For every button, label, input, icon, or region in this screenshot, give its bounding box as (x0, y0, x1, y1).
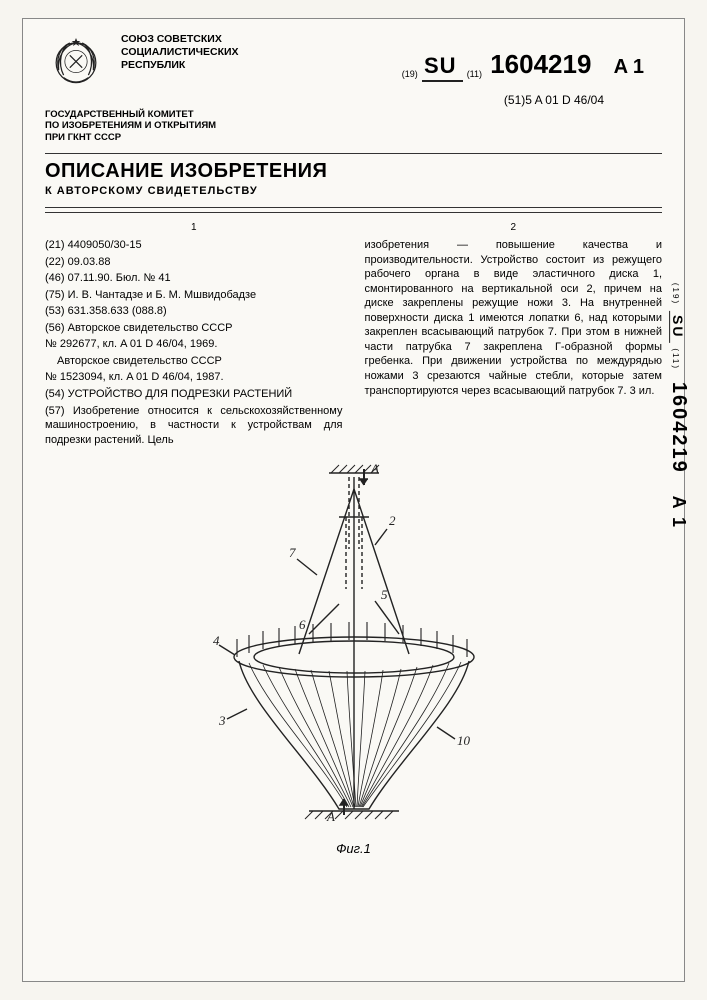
divider (45, 207, 662, 208)
figure-1: A A 2 7 6 4 5 3 10 Фиг.1 (45, 459, 662, 856)
kind-code: A 1 (614, 56, 644, 78)
divider (45, 153, 662, 154)
prefix-11: (11) (467, 69, 482, 79)
field-56-c: Авторское свидетельство СССР (45, 354, 343, 369)
fig-label-7: 7 (289, 545, 296, 560)
field-53: (53) 631.358.633 (088.8) (45, 304, 343, 319)
field-21: (21) 4409050/30-15 (45, 238, 343, 253)
col-num-2: 2 (365, 221, 663, 234)
ipc-classification: (51)5 A 01 D 46/04 (504, 93, 604, 107)
figure-svg: A A 2 7 6 4 5 3 10 (189, 459, 519, 839)
side-kind: A 1 (669, 496, 689, 529)
side-country-code: SU (669, 311, 686, 342)
field-57: (57) Изобретение относится к сельскохозя… (45, 404, 343, 448)
country-code: SU (422, 53, 463, 82)
fig-label-3: 3 (218, 713, 226, 728)
side-prefix-19: (19) (671, 283, 680, 305)
abstract-continued: изобретения — повышение качества и произ… (365, 238, 663, 398)
committee-text: ГОСУДАРСТВЕННЫЙ КОМИТЕТ ПО ИЗОБРЕТЕНИЯМ … (45, 109, 235, 143)
fig-label-A-top: A (370, 461, 379, 476)
issuer-text: СОЮЗ СОВЕТСКИХ СОЦИАЛИСТИЧЕСКИХ РЕСПУБЛИ… (121, 33, 239, 72)
title-sub: К АВТОРСКОМУ СВИДЕТЕЛЬСТВУ (45, 185, 662, 197)
divider (45, 212, 662, 213)
field-56-a: (56) Авторское свидетельство СССР (45, 321, 343, 336)
title-block: ОПИСАНИЕ ИЗОБРЕТЕНИЯ К АВТОРСКОМУ СВИДЕТ… (45, 160, 662, 197)
patent-page: СОЮЗ СОВЕТСКИХ СОЦИАЛИСТИЧЕСКИХ РЕСПУБЛИ… (22, 18, 685, 982)
fig-label-2: 2 (389, 513, 396, 528)
patent-number: 1604219 (490, 49, 591, 79)
two-column-body: 1 (21) 4409050/30-15 (22) 09.03.88 (46) … (45, 221, 662, 449)
col-num-1: 1 (45, 221, 343, 234)
field-54: (54) УСТРОЙСТВО ДЛЯ ПОДРЕЗКИ РАСТЕНИЙ (45, 387, 343, 402)
field-22: (22) 09.03.88 (45, 255, 343, 270)
fig-label-4: 4 (213, 633, 220, 648)
prefix-19: (19) (402, 69, 418, 79)
title-main: ОПИСАНИЕ ИЗОБРЕТЕНИЯ (45, 160, 662, 183)
fig-label-6: 6 (299, 617, 306, 632)
field-56-d: № 1523094, кл. A 01 D 46/04, 1987. (45, 370, 343, 385)
field-46: (46) 07.11.90. Бюл. № 41 (45, 271, 343, 286)
side-number: 1604219 (668, 382, 690, 474)
field-75: (75) И. В. Чантадзе и Б. М. Мшвидобадзе (45, 288, 343, 303)
figure-caption: Фиг.1 (45, 841, 662, 856)
side-prefix-11: (11) (671, 348, 680, 370)
fig-label-A-bot: A (326, 809, 335, 824)
ussr-emblem-icon (45, 33, 107, 95)
document-number: (19) SU (11) 1604219 A 1 (402, 49, 644, 80)
column-left: 1 (21) 4409050/30-15 (22) 09.03.88 (46) … (45, 221, 343, 449)
fig-label-10: 10 (457, 733, 471, 748)
fig-label-5: 5 (381, 587, 388, 602)
field-56-b: № 292677, кл. A 01 D 46/04, 1969. (45, 337, 343, 352)
column-right: 2 изобретения — повышение качества и про… (365, 221, 663, 449)
side-document-number: (19) SU (11) 1604219 A 1 (667, 283, 690, 529)
